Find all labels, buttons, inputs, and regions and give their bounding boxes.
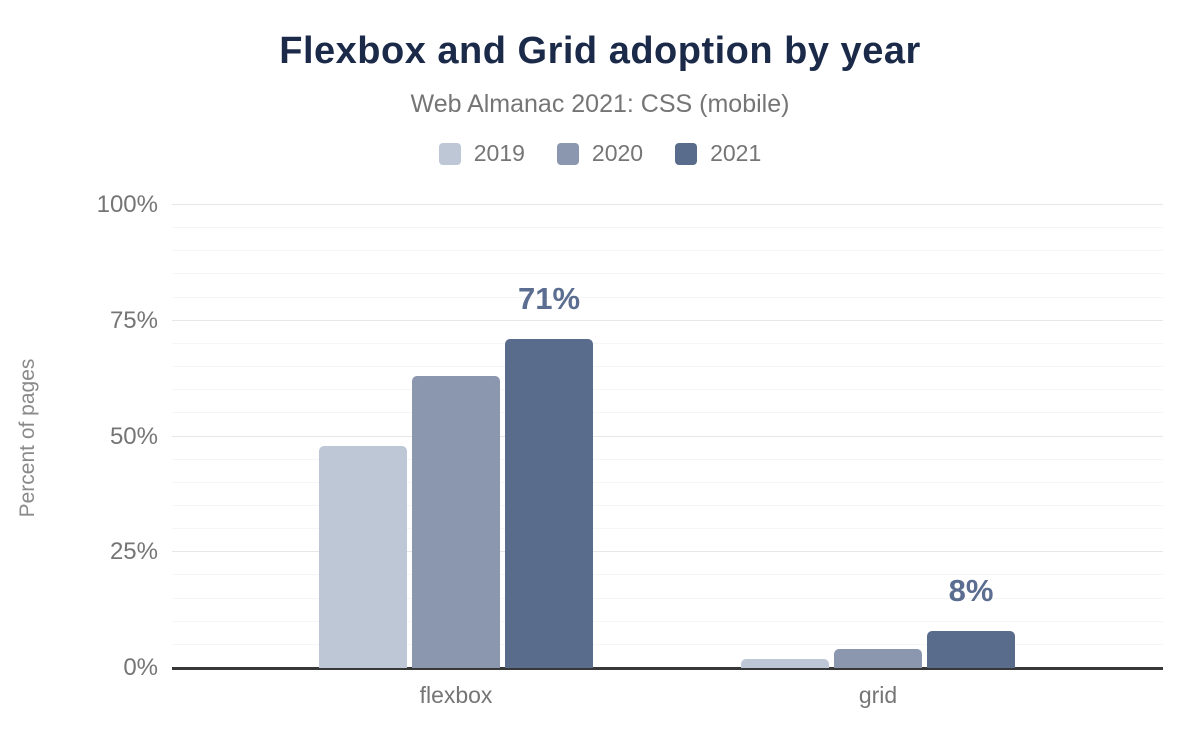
minor-gridline (172, 458, 1163, 460)
legend-item-2021: 2021 (675, 140, 761, 167)
minor-gridline (172, 250, 1163, 252)
major-gridline (172, 551, 1163, 553)
x-category-label-grid: grid (858, 682, 898, 708)
minor-gridline (172, 597, 1163, 599)
y-tick-label: 0% (123, 654, 158, 681)
minor-gridline (172, 481, 1163, 483)
legend-label: 2019 (473, 140, 525, 166)
major-gridline (172, 204, 1163, 205)
bar-grid-2021 (927, 630, 1015, 668)
bar-flexbox-2019 (319, 445, 407, 668)
y-tick-label: 25% (109, 538, 158, 566)
minor-gridline (172, 504, 1163, 506)
x-axis-line (172, 667, 1163, 670)
major-gridline (172, 435, 1163, 437)
minor-gridline (172, 227, 1163, 229)
minor-gridline (172, 528, 1163, 530)
bar-flexbox-2021 (505, 339, 593, 668)
minor-gridline (172, 273, 1163, 275)
data-label-grid: 8% (948, 572, 994, 608)
chart-title: Flexbox and Grid adoption by year (279, 30, 921, 72)
minor-gridline (172, 296, 1163, 298)
legend-item-2019: 2019 (438, 140, 525, 167)
bar-grid-2019 (741, 658, 829, 668)
plot-area: 71% 8% (172, 204, 1163, 670)
legend-swatch-icon (438, 142, 461, 165)
legend: 2019 2020 2021 (0, 140, 1200, 167)
y-tick-label: 50% (109, 422, 158, 450)
y-tick-label: 75% (109, 306, 158, 334)
minor-gridline (172, 643, 1163, 645)
bar-grid-2020 (834, 649, 922, 668)
minor-gridline (172, 620, 1163, 622)
legend-label: 2020 (591, 140, 644, 166)
x-category-label-flexbox: flexbox (419, 682, 493, 708)
chart-subtitle: Web Almanac 2021: CSS (mobile) (410, 90, 790, 118)
legend-swatch-icon (556, 142, 579, 165)
legend-swatch-icon (675, 142, 698, 165)
minor-gridline (172, 342, 1163, 344)
minor-gridline (172, 366, 1163, 368)
legend-label: 2021 (710, 140, 762, 166)
minor-gridline (172, 412, 1163, 414)
y-tick-label: 100% (96, 191, 158, 218)
legend-item-2020: 2020 (556, 140, 644, 167)
major-gridline (172, 319, 1163, 321)
minor-gridline (172, 574, 1163, 576)
minor-gridline (172, 389, 1163, 391)
data-label-flexbox: 71% (517, 281, 581, 317)
bar-flexbox-2020 (412, 376, 500, 668)
